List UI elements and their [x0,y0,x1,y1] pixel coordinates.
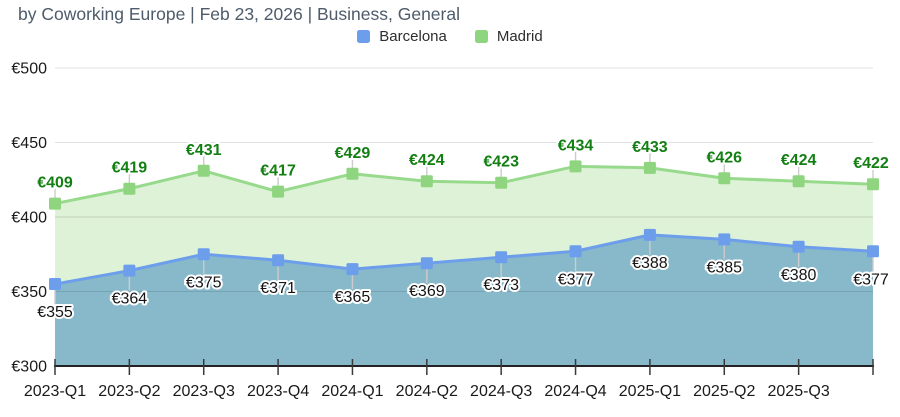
data-point-marker [495,176,508,189]
y-tick-label: €400 [11,210,47,227]
data-point-marker [420,257,433,270]
data-point-marker [643,228,656,241]
legend-swatch-barcelona [357,30,371,43]
data-point-marker [420,175,433,188]
barcelona-markers [49,228,879,291]
data-label: €385 [706,259,742,276]
data-label: €364 [112,291,148,308]
data-label: €380 [781,267,817,284]
data-point-marker [49,278,61,291]
data-label: €419 [112,160,148,177]
x-tick-label: 2025-Q2 [693,383,755,400]
data-point-marker [643,161,656,174]
data-label: €373 [483,277,519,294]
data-point-marker [272,185,285,198]
data-label: €434 [558,137,594,154]
data-label: €365 [335,289,371,306]
data-label: €377 [853,271,889,288]
data-point-marker [346,167,359,180]
y-tick-label: €450 [11,135,47,152]
x-axis: 2023-Q1 2023-Q2 2023-Q3 2023-Q4 2024-Q1 2024-… [24,359,874,400]
data-label: €423 [483,154,519,171]
data-label: €424 [781,152,817,169]
data-point-marker [867,178,879,191]
data-label: €426 [706,149,742,166]
data-point-marker [495,251,508,264]
data-label: €433 [632,139,668,156]
data-label: €422 [853,155,889,172]
data-point-marker [346,263,359,276]
x-tick-label: 2023-Q3 [173,383,235,400]
data-point-marker [123,264,136,277]
y-tick-label: €500 [11,61,47,78]
data-label: €431 [186,142,222,159]
legend-item-madrid[interactable]: Madrid [474,28,543,45]
data-label: €355 [37,304,73,321]
data-point-marker [792,240,805,253]
legend-label-barcelona: Barcelona [379,28,447,45]
data-label: €417 [260,163,296,180]
legend: Barcelona Madrid [0,28,900,45]
data-label: €424 [409,152,445,169]
y-tick-label: €350 [11,284,47,301]
data-point-marker [49,197,61,210]
data-label: €369 [409,283,445,300]
data-point-marker [197,164,210,177]
x-tick-label: 2025-Q1 [619,383,681,400]
x-tick-label: 2023-Q4 [247,383,309,400]
madrid-markers [49,160,879,210]
madrid-data-labels: €409 €419 €431 €417 €429 €424 €423 €434 €433 €426… [35,135,891,193]
data-label: €371 [260,280,296,297]
y-tick-label: €300 [11,359,47,376]
barcelona-data-labels: €355 €364 €375 €371 €365 €369 €373 €377 €388 €385… [35,253,891,323]
legend-item-barcelona[interactable]: Barcelona [357,28,447,45]
barcelona-area [55,234,873,366]
data-point-marker [867,245,879,258]
data-point-marker [197,248,210,261]
chart-subtitle: by Coworking Europe | Feb 23, 2026 | Bus… [18,4,460,24]
area-fills [55,166,873,366]
x-tick-label: 2024-Q4 [544,383,606,400]
gridlines-and-y-axis: €500 €450 €400 €350 €300 [11,61,873,376]
data-point-marker [718,233,731,246]
legend-label-madrid: Madrid [496,28,543,45]
legend-swatch-madrid [474,30,488,43]
x-tick-label: 2025-Q3 [768,383,830,400]
x-tick-label: 2023-Q1 [24,383,86,400]
x-tick-label: 2024-Q1 [321,383,383,400]
data-label: €388 [632,255,668,272]
x-tick-label: 2024-Q2 [396,383,458,400]
data-label: €375 [186,274,222,291]
data-label: €429 [335,145,371,162]
barcelona-line [54,233,874,286]
data-point-marker [792,175,805,188]
data-point-marker [272,254,285,267]
x-tick-label: 2024-Q3 [470,383,532,400]
data-point-marker [123,182,136,195]
data-label: €377 [558,271,594,288]
x-tick-label: 2023-Q2 [98,383,160,400]
data-point-marker [718,172,731,185]
data-label: €409 [37,175,73,192]
data-point-marker [569,160,582,173]
data-point-marker [569,245,582,258]
madrid-line [54,164,874,206]
